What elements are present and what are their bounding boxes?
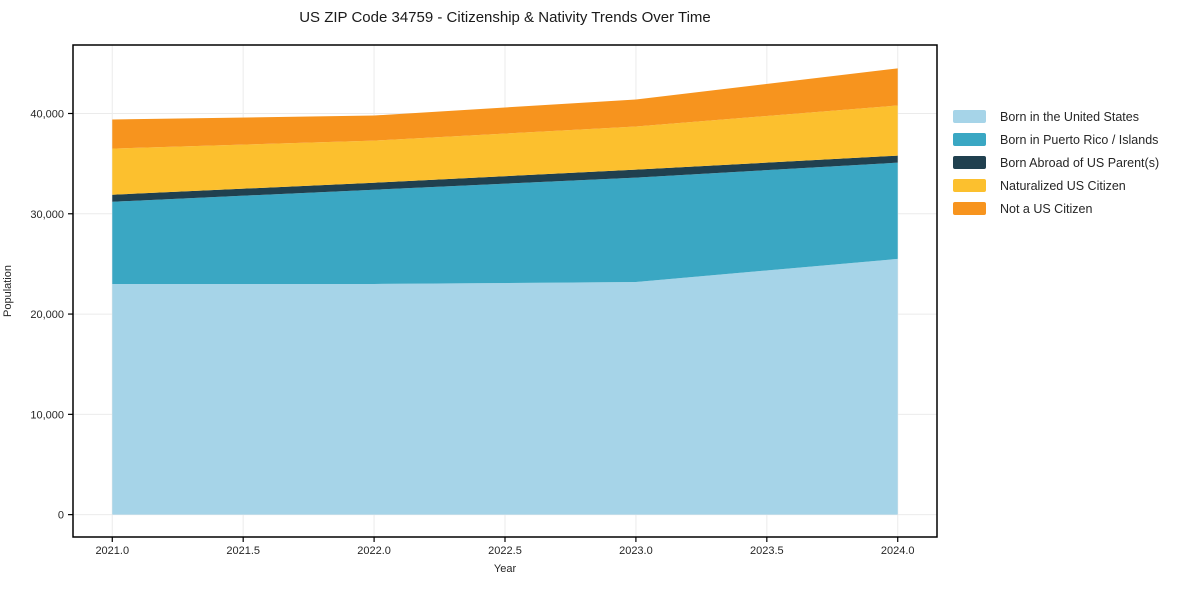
y-tick-label: 40,000 [30, 108, 64, 120]
area-series [112, 68, 898, 149]
legend-item: Naturalized US Citizen [953, 178, 1159, 193]
x-tick-label: 2023.5 [750, 545, 784, 557]
x-tick-label: 2023.0 [619, 545, 653, 557]
legend-swatch [953, 133, 986, 146]
legend-item: Born in the United States [953, 109, 1159, 124]
area-series [112, 162, 898, 284]
legend-label: Born Abroad of US Parent(s) [1000, 155, 1160, 170]
x-tick-label: 2024.0 [881, 545, 915, 557]
legend-item: Born Abroad of US Parent(s) [953, 155, 1160, 170]
legend-label: Not a US Citizen [1000, 201, 1093, 216]
area-series [112, 105, 898, 195]
legend-swatch [953, 202, 986, 215]
legend-swatch [953, 179, 986, 192]
y-tick-label: 0 [58, 510, 64, 522]
y-tick-label: 30,000 [30, 209, 64, 221]
x-tick-label: 2022.5 [488, 545, 522, 557]
chart-title: US ZIP Code 34759 - Citizenship & Nativi… [299, 9, 711, 26]
legend-item: Born in Puerto Rico / Islands [953, 132, 1159, 147]
legend-label: Naturalized US Citizen [1000, 178, 1126, 193]
y-tick-label: 10,000 [30, 409, 64, 421]
legend-swatch [953, 156, 986, 169]
x-axis-label: Year [493, 563, 517, 575]
x-tick-label: 2022.0 [357, 545, 391, 557]
legend-label: Born in Puerto Rico / Islands [1000, 132, 1159, 147]
y-tick-label: 20,000 [30, 309, 64, 321]
area-series [112, 258, 898, 515]
legend-label: Born in the United States [1000, 109, 1139, 124]
legend: Born in the United States Born in Puerto … [953, 110, 1159, 225]
x-tick-label: 2021.0 [95, 545, 129, 557]
legend-swatch [953, 110, 986, 123]
legend-item: Not a US Citizen [953, 201, 1159, 216]
area-series [112, 155, 898, 202]
x-tick-label: 2021.5 [226, 545, 260, 557]
